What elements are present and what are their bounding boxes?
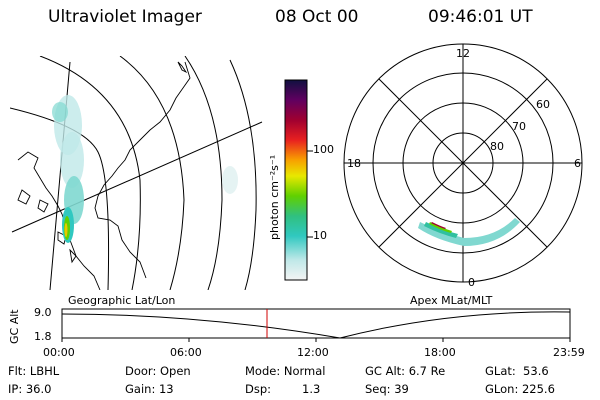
geographic-map	[10, 56, 263, 290]
colorbar-unit-label: photon cm⁻²s⁻¹	[268, 154, 281, 240]
header-time: 09:46:01 UT	[428, 7, 533, 27]
mlt-label-18: 18	[347, 157, 361, 170]
coastline	[17, 61, 191, 290]
mlat-label-80: 80	[490, 140, 504, 153]
mlt-label-12: 12	[456, 47, 470, 60]
altitude-ytick-max: 9.0	[34, 306, 52, 319]
aurora-emission-map	[52, 95, 238, 243]
colorbar	[284, 79, 313, 281]
altitude-ylabel: GC Alt	[8, 309, 21, 344]
colorbar-tick-10: 10	[313, 229, 327, 242]
mlt-label-6: 6	[574, 157, 581, 170]
altitude-ytick-min: 1.8	[34, 330, 52, 343]
dsp-value: 1.3	[302, 382, 321, 396]
door-info: Door: Open	[125, 364, 191, 378]
glon-info: GLon: 225.6	[485, 382, 555, 396]
dsp-label: Dsp:	[245, 382, 272, 396]
time-tick-0600: 06:00	[170, 346, 202, 359]
filter-info: Flt: LBHL	[8, 364, 60, 378]
time-tick-1200: 12:00	[297, 346, 329, 359]
colorbar-scale	[284, 79, 308, 281]
mlat-label-60: 60	[536, 98, 550, 111]
mode-info: Mode: Normal	[245, 364, 326, 378]
aurora-emission-polar	[418, 218, 520, 246]
right-panel-label: Apex MLat/MLT	[410, 294, 493, 307]
time-tick-2359: 23:59	[553, 346, 585, 359]
mlt-label-0: 0	[468, 276, 475, 289]
seq-info: Seq: 39	[365, 382, 409, 396]
altitude-plot	[61, 308, 571, 342]
gain-info: Gain: 13	[125, 382, 174, 396]
gc-alt-info: GC Alt: 6.7 Re	[365, 364, 446, 378]
time-tick-1800: 18:00	[424, 346, 456, 359]
polar-plot	[343, 43, 583, 283]
left-panel-label: Geographic Lat/Lon	[68, 294, 176, 307]
altitude-curve	[61, 311, 571, 339]
page-title: Ultraviolet Imager	[48, 7, 202, 27]
glat-info: GLat: 53.6	[485, 364, 549, 378]
ip-info: IP: 36.0	[8, 382, 52, 396]
mlat-label-70: 70	[512, 120, 526, 133]
colorbar-tick-100: 100	[313, 143, 334, 156]
time-tick-0000: 00:00	[43, 346, 75, 359]
header-date: 08 Oct 00	[275, 7, 359, 27]
